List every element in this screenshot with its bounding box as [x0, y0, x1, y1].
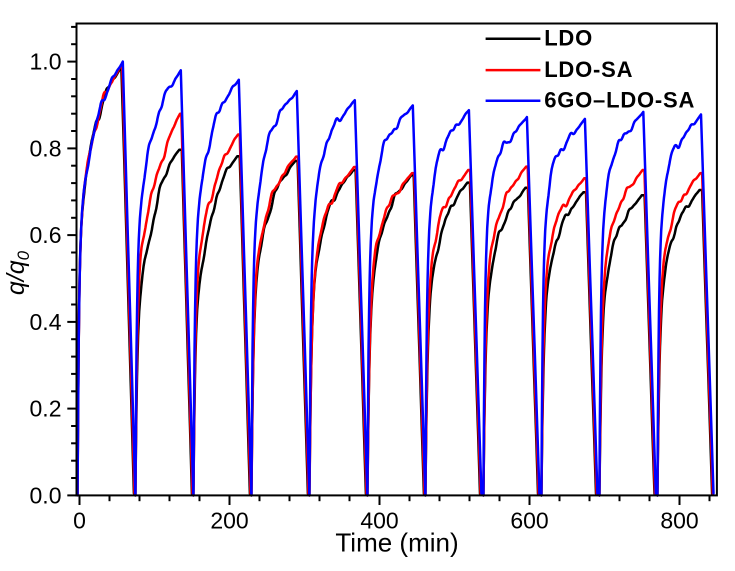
svg-text:0.4: 0.4: [30, 309, 62, 335]
svg-text:6GO–LDO-SA: 6GO–LDO-SA: [544, 88, 695, 113]
svg-text:1.0: 1.0: [30, 49, 62, 75]
svg-text:800: 800: [660, 508, 698, 534]
svg-text:600: 600: [510, 508, 548, 534]
svg-text:0.6: 0.6: [30, 222, 62, 248]
svg-text:0.8: 0.8: [30, 135, 62, 161]
svg-text:LDO-SA: LDO-SA: [544, 57, 633, 82]
svg-text:LDO: LDO: [544, 26, 593, 51]
svg-text:400: 400: [360, 508, 398, 534]
svg-text:0.0: 0.0: [30, 482, 62, 508]
svg-text:0.2: 0.2: [30, 396, 62, 422]
svg-text:Time (min): Time (min): [335, 527, 458, 557]
svg-text:200: 200: [210, 508, 248, 534]
svg-text:0: 0: [73, 508, 86, 534]
